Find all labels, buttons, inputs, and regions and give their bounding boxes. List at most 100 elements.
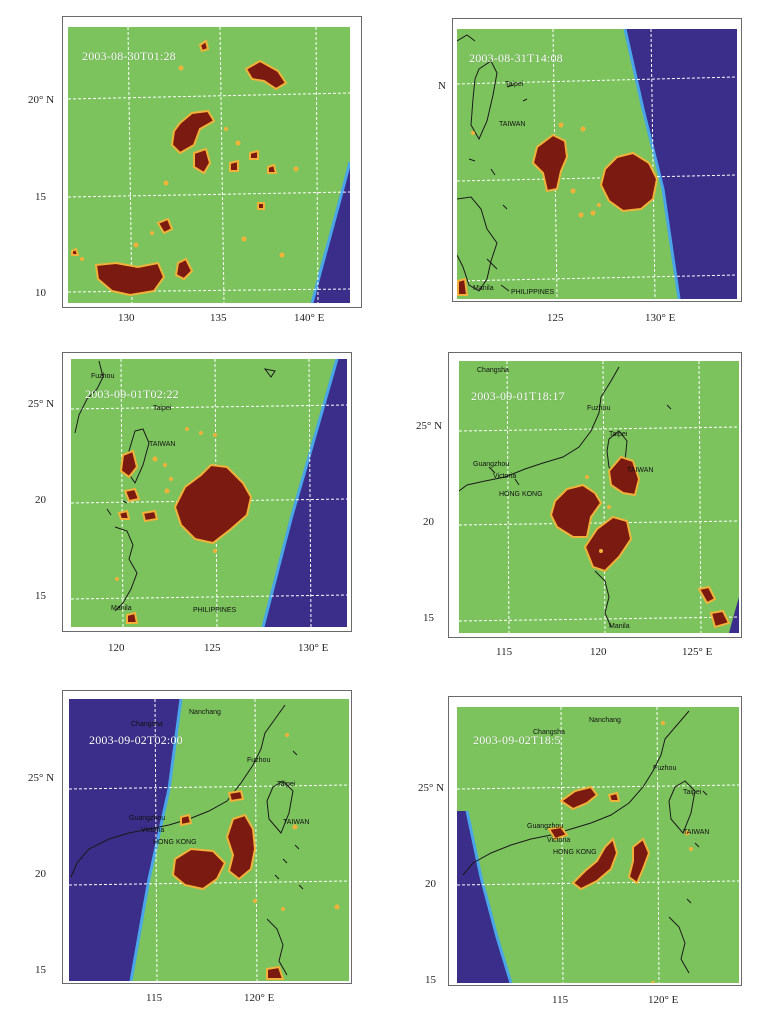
place-label: Manila [111,605,132,612]
small-cells [651,721,693,983]
y-tick: 20 [423,516,434,528]
coastlines [462,710,708,974]
place-label: TAIWAN [283,819,310,826]
coastlines [74,360,276,612]
graticule [71,359,347,627]
panel-1-map: 2003-08-30T01:28 [68,27,350,303]
y-tick: 15 [35,964,46,976]
panel-2-map-svg [457,29,737,299]
x-tick: 130° E [645,312,676,324]
panel-2-frame: 2003-08-31T14:08 Taipei TAIWAN Manila PH… [452,18,742,302]
y-tick: 20° N [28,94,55,106]
storm-cells [71,39,288,297]
graticule [69,699,349,981]
graticule [68,27,350,303]
y-tick: 25° N [28,772,55,784]
panel-4-frame: 2003-09-01T18:17 Changsha Fuzhou Taipei … [448,352,742,638]
y-tick: 15 [35,590,46,602]
storm-cells [117,449,253,624]
x-tick: 120° E [648,994,679,1006]
x-tick: 130° E [298,642,329,654]
y-tick: 15 [423,612,434,624]
timestamp: 2003-08-31T14:08 [469,51,563,65]
small-cells [585,475,611,553]
x-tick: 115 [552,994,569,1006]
y-tick: 20 [35,868,46,880]
place-label: Taipei [153,405,172,412]
small-cells [115,427,217,581]
panel-3-frame: 2003-09-01T02:22 Fuzhou Taipei TAIWAN Ma… [62,352,352,632]
x-tick: 115 [496,646,513,658]
place-label: HONG KONG [499,491,543,498]
storm-cells [457,133,659,296]
panel-4-map: 2003-09-01T18:17 Changsha Fuzhou Taipei … [459,361,739,633]
timestamp: 2003-09-01T18:17 [471,389,565,403]
graticule [457,707,739,983]
panel-5-map: 2003-09-02T02:00 Nanchang Changsha Fuzho… [69,699,349,981]
timestamp: 2003-08-30T01:28 [82,49,176,63]
place-label: Changsha [533,729,565,736]
storm-cells [549,455,731,629]
place-label: TAIWAN [149,441,176,448]
swath-edge [129,699,183,981]
y-tick: 25° N [28,398,55,410]
no-data-swath [69,699,181,981]
x-tick: 120° E [244,992,275,1004]
place-label: HONG KONG [553,849,597,856]
panel-6-map: 2003-09-02T18:5 Changsha Nanchang Fuzhou… [457,707,739,983]
x-tick: 125 [204,642,221,654]
x-tick: 135 [210,312,227,324]
swath-edge [465,810,513,983]
place-label: Nanchang [189,709,221,716]
place-label: Guangzhou [473,461,510,468]
x-tick: 130 [118,312,135,324]
place-label: Victoria [547,837,571,844]
place-label: Guangzhou [129,815,166,822]
place-label: TAIWAN [499,121,526,128]
no-data-swath [625,29,737,299]
place-label: Victoria [493,473,517,480]
panel-1-map-svg [68,27,350,303]
place-label: Fuzhou [653,765,677,772]
place-label: HONG KONG [153,839,197,846]
coastlines [459,366,672,628]
y-tick: 15 [35,191,46,203]
place-label: Victoria [141,827,165,834]
panel-5-map-svg [69,699,349,981]
panel-2-map: 2003-08-31T14:08 Taipei TAIWAN Manila PH… [457,29,737,299]
place-label: TAIWAN [683,829,710,836]
no-data-swath [729,597,739,633]
timestamp: 2003-09-02T02:00 [89,733,183,747]
place-label: PHILIPPINES [511,289,555,296]
x-tick: 125 [547,312,564,324]
y-tick: 15 [425,974,436,986]
storm-cells [171,789,285,980]
place-label: PHILIPPINES [193,607,237,614]
coastlines [70,704,304,976]
place-label: Taipei [683,789,702,796]
no-data-swath [263,359,347,627]
x-tick: 125° E [682,646,713,658]
place-label: Manila [473,285,494,292]
panel-4-map-svg [459,361,739,633]
timestamp: 2003-09-02T18:5 [473,733,561,747]
panel-6-frame: 2003-09-02T18:5 Changsha Nanchang Fuzhou… [448,696,742,986]
swath-edge [261,359,339,627]
y-tick: 25° N [416,420,443,432]
small-cells [471,122,601,218]
panel-3-map: 2003-09-01T02:22 Fuzhou Taipei TAIWAN Ma… [71,359,347,627]
x-tick: 120 [590,646,607,658]
small-cells [253,733,340,911]
y-tick: 20 [35,494,46,506]
panel-3-map-svg [71,359,347,627]
place-label: TAIWAN [627,467,654,474]
x-tick: 120 [108,642,125,654]
panel-6-map-svg [457,707,739,983]
place-label: Changsha [477,367,509,374]
small-cells [80,65,299,261]
place-label: Manila [609,623,630,630]
place-label: Changsha [131,721,163,728]
swath-edge [310,161,350,303]
place-label: Taipei [609,431,628,438]
storm-cells [547,785,651,891]
